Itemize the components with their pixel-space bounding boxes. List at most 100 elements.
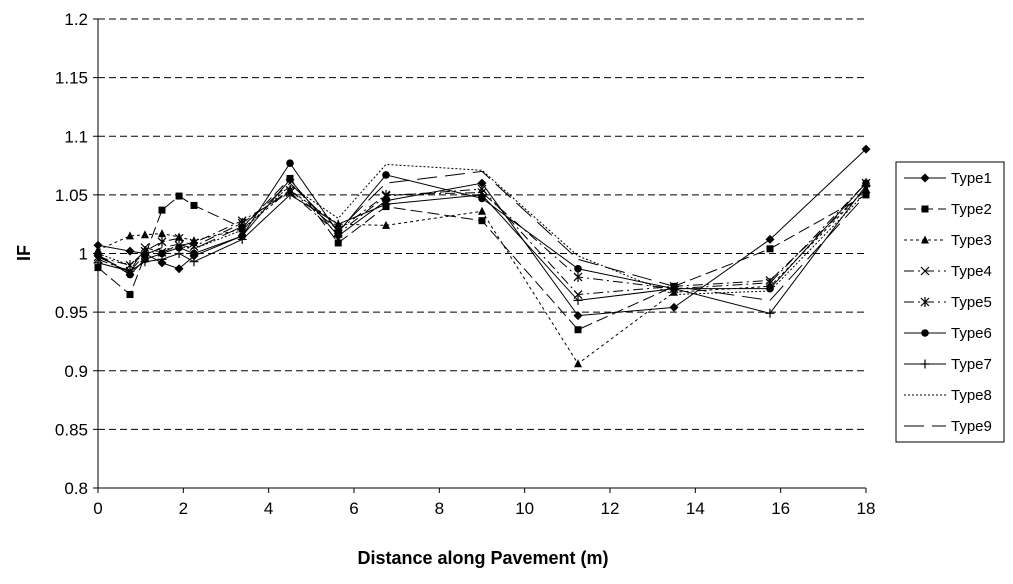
x-tick-label: 16: [771, 499, 790, 518]
data-point: [174, 264, 184, 274]
data-point: [174, 249, 184, 258]
data-point: [158, 206, 166, 214]
legend-label: Type3: [951, 232, 992, 249]
legend-label: Type9: [951, 418, 992, 435]
series-line: [97, 148, 867, 317]
data-point: [157, 236, 167, 247]
legend-marker: [921, 235, 929, 244]
legend-item: Type4: [904, 263, 992, 280]
data-point: [381, 199, 391, 209]
data-point: [158, 229, 166, 238]
y-tick-label: 0.95: [55, 303, 88, 322]
data-point: [93, 240, 103, 250]
data-point: [140, 257, 150, 267]
legend-label: Type4: [951, 263, 992, 280]
data-point: [381, 189, 391, 200]
data-point: [175, 192, 183, 200]
data-point: [478, 217, 486, 225]
data-point: [573, 295, 583, 305]
legend-item: Type6: [904, 325, 992, 342]
legend-marker: [921, 205, 929, 213]
legend-item: Type3: [904, 232, 992, 249]
data-point: [574, 326, 582, 334]
data-point: [382, 220, 390, 229]
legend-marker: [920, 173, 930, 183]
data-point: [669, 302, 679, 312]
legend-item: Type1: [904, 170, 992, 187]
legend-marker: [920, 266, 930, 276]
legend-label: Type1: [951, 170, 992, 187]
data-point: [286, 174, 294, 182]
y-tick-label: 1.2: [64, 10, 88, 29]
y-axis-title: IF: [14, 245, 34, 261]
data-point: [174, 233, 184, 244]
x-tick-label: 12: [601, 499, 620, 518]
data-point: [765, 308, 775, 318]
data-point: [382, 171, 390, 179]
data-point: [574, 264, 582, 273]
series-line: [97, 188, 867, 365]
legend-label: Type7: [951, 356, 992, 373]
legend: Type1 Type2 Type3 Type4 Type5 Type6 Type7 Type8…: [895, 161, 1005, 443]
legend-marker: [920, 359, 930, 369]
series-type7: [93, 180, 871, 318]
legend-label: Type2: [951, 201, 992, 218]
data-point: [334, 239, 342, 247]
legend-item: Type8: [904, 387, 992, 404]
data-point: [766, 284, 774, 293]
y-tick-label: 0.9: [64, 362, 88, 381]
x-tick-label: 18: [857, 499, 876, 518]
data-point: [573, 271, 583, 282]
data-point: [861, 144, 871, 154]
y-tick-label: 0.8: [64, 479, 88, 498]
data-point: [126, 231, 134, 240]
x-tick-label: 4: [264, 499, 273, 518]
data-point: [190, 201, 198, 209]
data-point: [175, 243, 183, 252]
data-point: [93, 258, 103, 268]
legend-item: Type5: [904, 294, 992, 311]
x-tick-label: 8: [435, 499, 444, 518]
series-type3: [94, 184, 870, 368]
data-point: [237, 234, 247, 244]
legend-marker: [921, 329, 929, 337]
data-point: [669, 284, 679, 294]
data-point: [94, 250, 102, 259]
data-point: [126, 291, 134, 299]
x-tick-label: 2: [179, 499, 188, 518]
tick-labels: 0.8 0.85 0.9 0.95 1 1.05 1.1 1.15 1.2 0 2 4 6 8 10 12 14…: [55, 10, 876, 518]
legend-item: Type7: [904, 356, 992, 373]
data-point: [477, 190, 487, 200]
x-tick-label: 6: [349, 499, 358, 518]
data-point: [334, 228, 343, 237]
data-point: [190, 249, 198, 258]
series-type9: [97, 170, 867, 301]
legend-label: Type8: [951, 387, 992, 404]
x-tick-label: 10: [515, 499, 534, 518]
series-line: [97, 170, 867, 301]
data-point: [158, 249, 166, 258]
axes: [93, 18, 867, 493]
series-line: [97, 182, 867, 290]
data-point: [286, 159, 294, 168]
data-point: [478, 206, 486, 215]
series-line: [97, 163, 867, 296]
x-tick-label: 14: [686, 499, 705, 518]
legend-item: Type9: [904, 418, 992, 435]
data-point: [477, 178, 487, 188]
series-line: [97, 188, 867, 296]
y-tick-label: 0.85: [55, 420, 88, 439]
series-line: [97, 185, 867, 314]
x-axis-title: Distance along Pavement (m): [357, 548, 608, 568]
data-point: [861, 180, 871, 190]
legend-marker: [920, 297, 930, 307]
data-point: [189, 257, 199, 267]
data-point: [125, 246, 135, 256]
data-point: [157, 254, 167, 264]
legend-label: Type6: [951, 325, 992, 342]
data-point: [574, 359, 582, 368]
y-tick-label: 1.1: [64, 127, 88, 146]
y-tick-label: 1.05: [55, 186, 88, 205]
data-point: [237, 218, 247, 229]
